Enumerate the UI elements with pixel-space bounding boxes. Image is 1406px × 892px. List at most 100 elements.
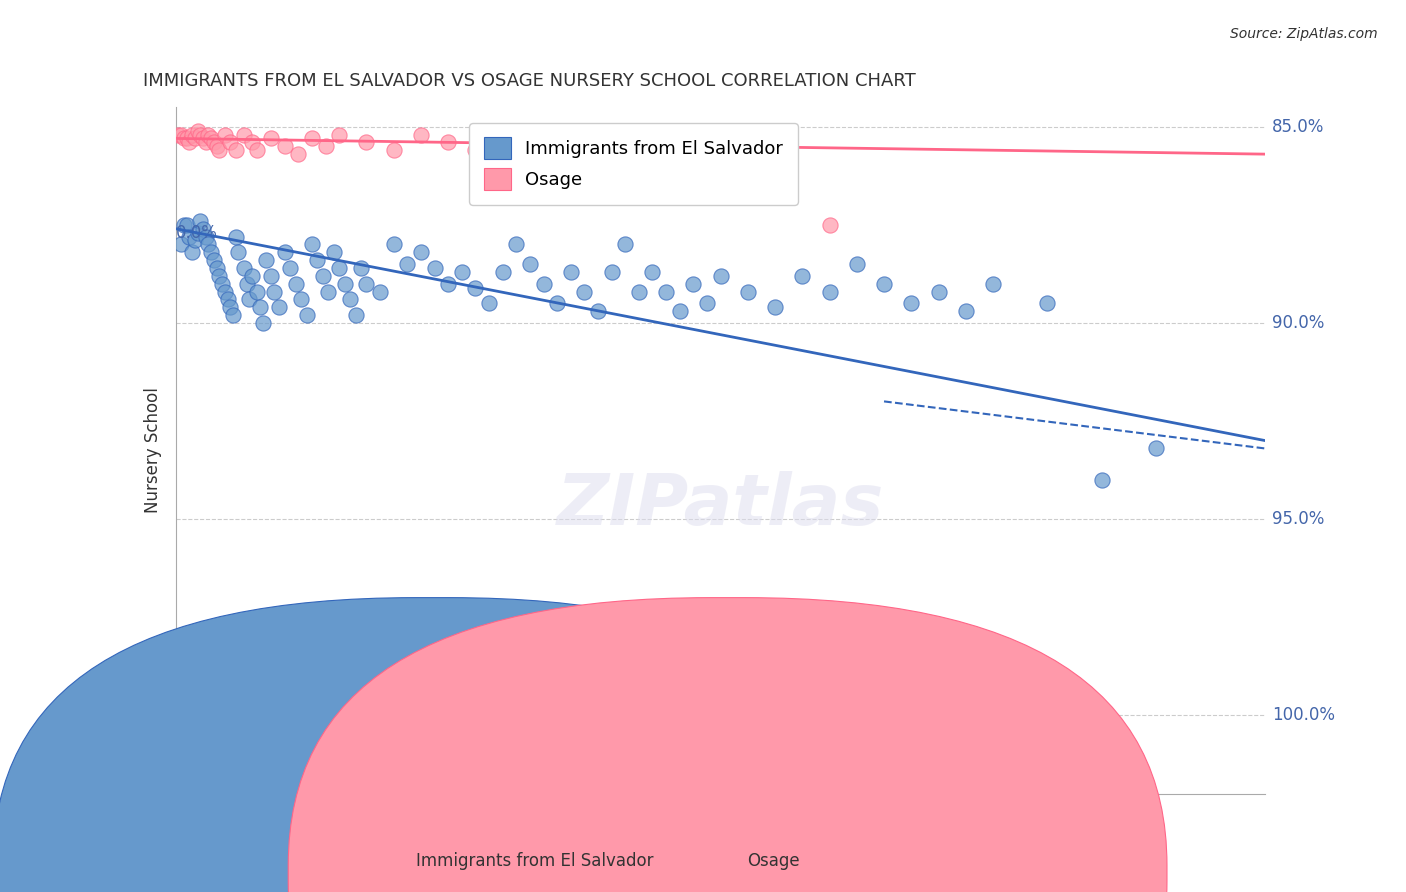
Text: 95.0%: 95.0% — [1272, 510, 1324, 528]
Point — [200, 245, 222, 260]
Point — [641, 265, 664, 279]
Point — [228, 245, 250, 260]
Point — [184, 131, 207, 145]
Point — [696, 296, 718, 310]
Point — [600, 136, 623, 150]
Point — [167, 128, 190, 142]
Point — [235, 277, 257, 291]
Point — [269, 300, 291, 314]
Point — [301, 237, 323, 252]
Point — [274, 139, 297, 153]
Point — [710, 143, 733, 157]
Point — [184, 234, 207, 248]
Point — [188, 214, 211, 228]
Point — [737, 128, 759, 142]
Point — [737, 285, 759, 299]
Point — [246, 285, 269, 299]
Point — [955, 304, 977, 318]
Point — [437, 136, 460, 150]
Point — [214, 128, 236, 142]
Point — [188, 128, 211, 142]
Point — [240, 268, 263, 283]
Point — [205, 139, 228, 153]
Point — [505, 237, 527, 252]
Point — [191, 131, 214, 145]
Point — [1036, 296, 1059, 310]
Point — [574, 285, 596, 299]
Point — [225, 229, 247, 244]
Point — [614, 237, 637, 252]
Point — [219, 136, 242, 150]
Point — [396, 257, 419, 271]
Point — [197, 237, 219, 252]
Point — [214, 285, 236, 299]
Point — [519, 257, 541, 271]
Text: Source: ZipAtlas.com: Source: ZipAtlas.com — [1230, 27, 1378, 41]
Point — [232, 260, 254, 275]
Point — [437, 277, 460, 291]
Point — [284, 277, 307, 291]
Text: 0.0%: 0.0% — [176, 224, 218, 242]
Point — [1144, 442, 1167, 456]
Text: IMMIGRANTS FROM EL SALVADOR VS OSAGE NURSERY SCHOOL CORRELATION CHART: IMMIGRANTS FROM EL SALVADOR VS OSAGE NUR… — [143, 72, 915, 90]
Point — [208, 268, 231, 283]
Point — [173, 131, 195, 145]
Point — [232, 128, 254, 142]
Point — [627, 285, 650, 299]
Point — [818, 218, 841, 232]
Point — [655, 128, 678, 142]
Point — [295, 308, 318, 322]
Point — [217, 293, 239, 307]
Point — [339, 293, 361, 307]
Text: Immigrants from El Salvador: Immigrants from El Salvador — [416, 852, 652, 870]
Point — [186, 226, 209, 240]
Point — [249, 300, 271, 314]
Point — [290, 293, 312, 307]
Point — [900, 296, 922, 310]
Point — [181, 245, 204, 260]
Point — [627, 143, 650, 157]
Point — [478, 296, 501, 310]
Point — [194, 229, 217, 244]
Point — [464, 143, 486, 157]
Point — [205, 260, 228, 275]
Point — [682, 277, 704, 291]
Point — [254, 253, 277, 268]
Point — [328, 128, 350, 142]
Point — [170, 237, 193, 252]
Point — [179, 136, 201, 150]
Point — [546, 296, 568, 310]
Point — [423, 260, 446, 275]
Text: Osage: Osage — [747, 852, 800, 870]
Point — [307, 253, 329, 268]
Point — [208, 143, 231, 157]
Point — [219, 300, 242, 314]
Point — [586, 304, 609, 318]
Point — [260, 131, 283, 145]
Point — [533, 277, 555, 291]
Point — [492, 265, 515, 279]
Point — [246, 143, 269, 157]
Point — [600, 265, 623, 279]
Text: R = -0.533   N = 89: R = -0.533 N = 89 — [562, 131, 740, 149]
Point — [382, 143, 405, 157]
Point — [450, 265, 472, 279]
Point — [252, 316, 274, 330]
Point — [194, 136, 217, 150]
Point — [179, 229, 201, 244]
Point — [263, 285, 285, 299]
Point — [356, 136, 378, 150]
Text: R = -0.086   N = 45: R = -0.086 N = 45 — [562, 169, 740, 186]
Point — [560, 265, 582, 279]
Text: 85.0%: 85.0% — [1272, 118, 1324, 136]
Point — [574, 128, 596, 142]
Point — [344, 308, 367, 322]
Point — [202, 136, 225, 150]
Point — [202, 253, 225, 268]
Point — [197, 128, 219, 142]
Point — [287, 147, 309, 161]
Text: ZIPatlas: ZIPatlas — [557, 471, 884, 540]
Point — [170, 128, 193, 142]
Point — [763, 300, 786, 314]
Point — [519, 136, 541, 150]
